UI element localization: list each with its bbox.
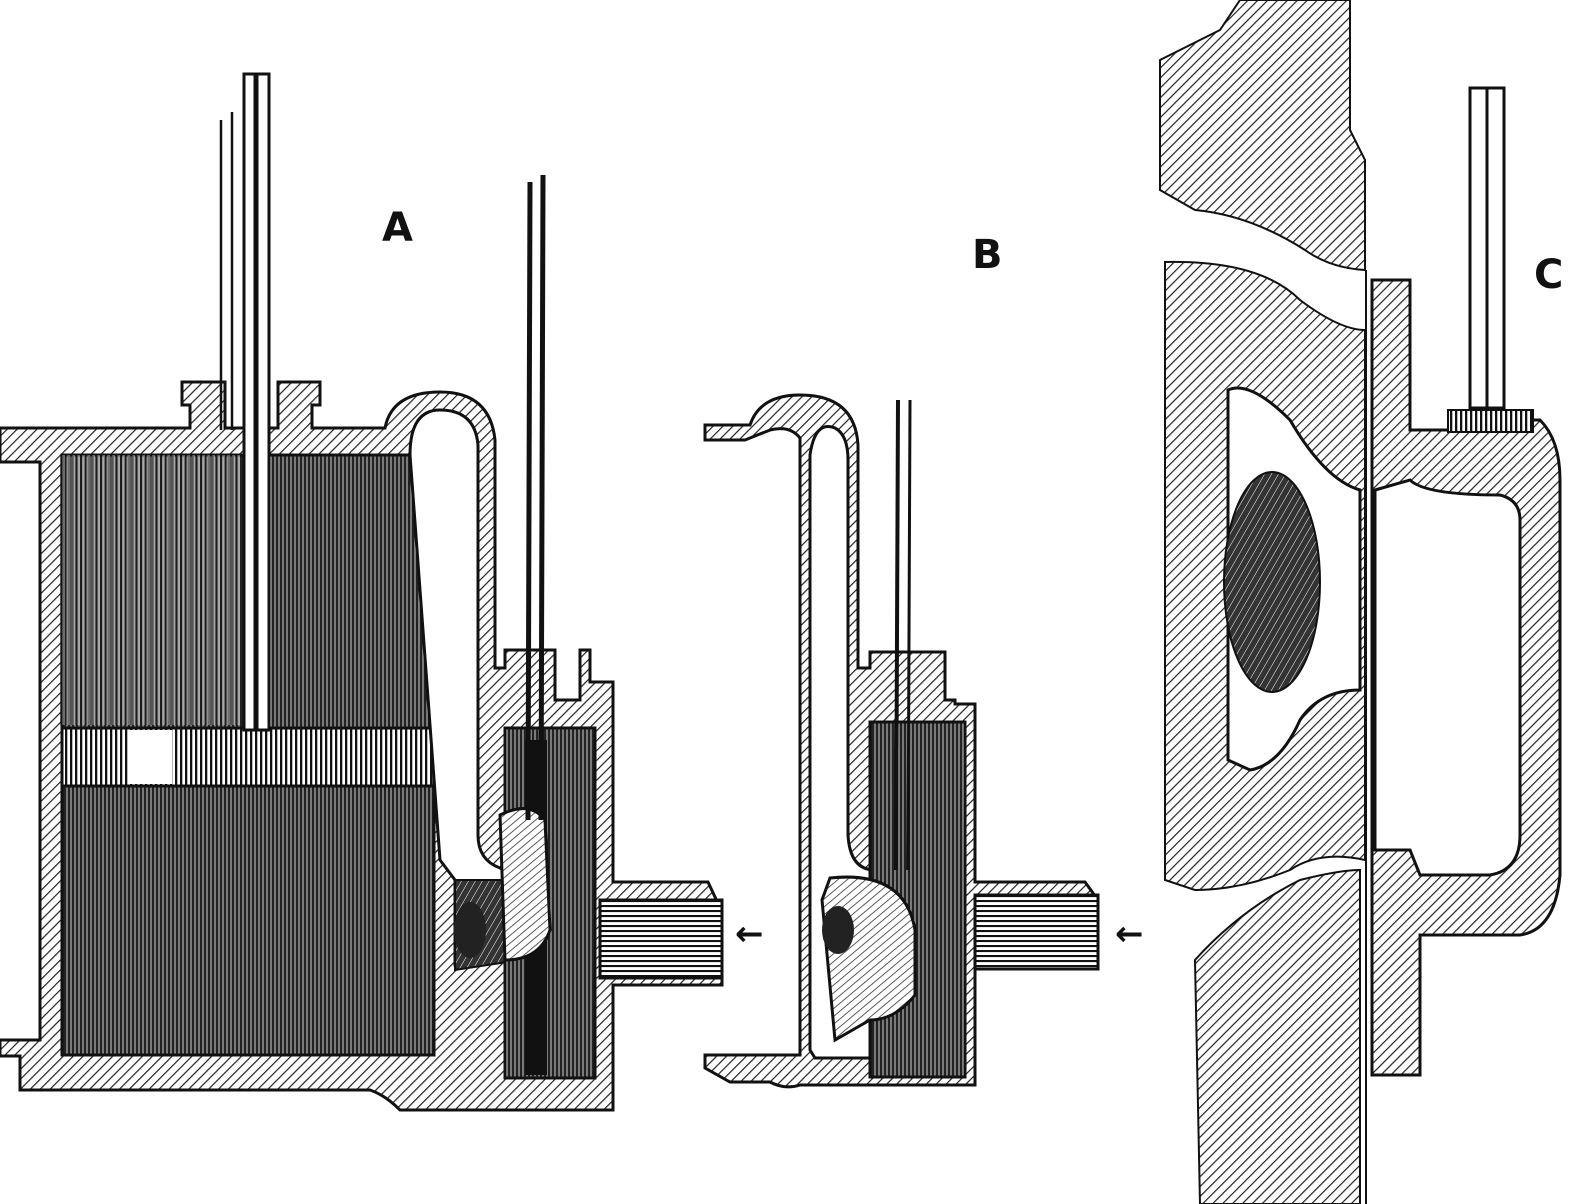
label-b: B <box>972 232 1003 278</box>
label-c: C <box>1534 252 1563 298</box>
exhaust-pipe-a <box>598 898 724 980</box>
figure-a: A ← <box>0 72 764 1112</box>
valve-a <box>498 807 552 962</box>
exhaust-pipe-b <box>973 893 1100 971</box>
port-opening-c <box>1223 471 1321 693</box>
label-a: A <box>382 205 413 251</box>
arrow-b: ← <box>1115 914 1144 954</box>
piston-a <box>60 726 436 788</box>
figure-b: B ← <box>703 232 1144 1089</box>
figure-c: C <box>1159 0 1563 1204</box>
frame-bottom-c <box>1193 868 1361 1204</box>
frame-top-c <box>1159 0 1366 272</box>
arrow-a: ← <box>735 914 764 954</box>
